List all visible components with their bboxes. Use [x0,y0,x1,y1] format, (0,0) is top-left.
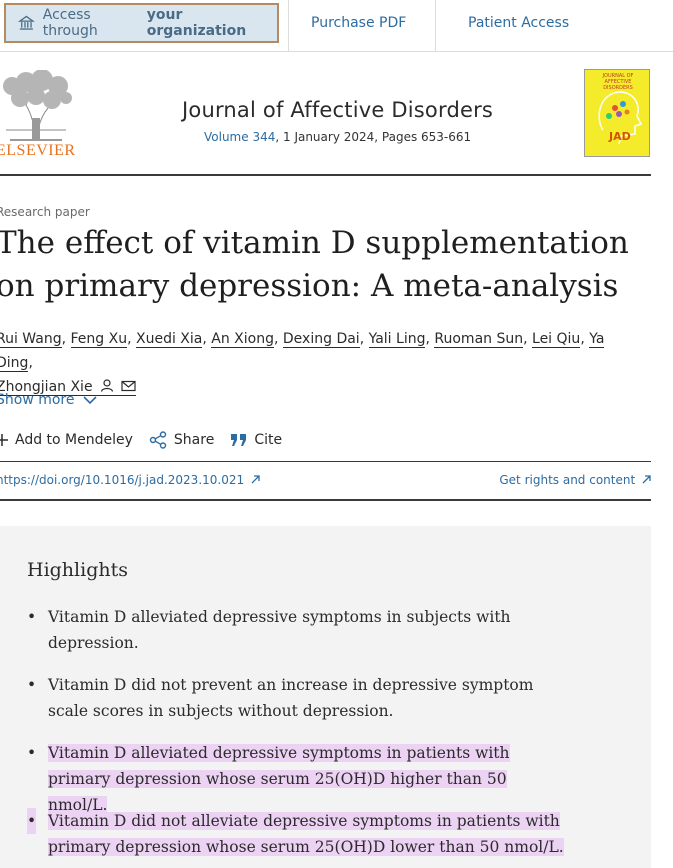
highlight-item: • Vitamin D did not alleviate depressive… [27,808,587,860]
journal-meta: Volume 344, 1 January 2024, Pages 653-66… [204,130,471,144]
cover-abbr: JAD [609,130,631,143]
share-button[interactable]: Share [149,431,214,449]
elsevier-logo[interactable]: ELSEVIER [0,69,76,160]
author-link[interactable]: An Xiong [211,331,274,348]
bullet: • [27,808,37,834]
volume-link[interactable]: Volume 344 [204,130,276,144]
rights-content-link[interactable]: Get rights and content [499,473,651,487]
author-link[interactable]: Lei Qiu [532,331,581,348]
quote-icon [231,434,247,446]
share-icon [149,431,167,449]
mendeley-label: Add to Mendeley [15,432,133,448]
external-link-icon [251,475,260,484]
author-link[interactable]: Feng Xu [70,331,128,348]
header-rule [0,174,651,176]
highlights-section: Highlights • Vitamin D alleviated depres… [0,526,651,868]
doi-bottom-rule [0,499,651,501]
top-bar: Access through your organization Purchas… [0,0,673,52]
issue-pages: , 1 January 2024, Pages 653-661 [275,130,472,144]
cover-head-icon [598,91,643,145]
author-name: Zhongjian Xie [0,379,93,395]
highlight-text: Vitamin D did not alleviate depressive s… [48,808,568,860]
purchase-pdf-link[interactable]: Purchase PDF [311,15,407,31]
cite-label: Cite [254,432,283,448]
divider [435,0,436,52]
article-type: Research paper [0,205,90,219]
author-list: Rui Wang, Feng Xu, Xuedi Xia, An Xiong, … [0,327,636,399]
highlight-item: • Vitamin D alleviated depressive sympto… [27,740,587,814]
access-prefix: Access through [42,7,98,39]
share-label: Share [173,432,215,448]
divider [288,0,289,52]
highlight-item: • Vitamin D alleviated depressive sympto… [27,604,587,656]
highlights-title: Highlights [27,559,128,581]
author-link[interactable]: Ruoman Sun [434,331,524,348]
article-title: The effect of vitamin D supplementation … [0,225,629,304]
rights-text: Get rights and content [499,473,636,487]
access-org-bold: your organization [146,7,247,39]
author-link[interactable]: Yali Ling [368,331,426,348]
highlight-item: • Vitamin D did not prevent an increase … [27,672,587,724]
access-organization-button[interactable]: Access through your organization [4,3,279,43]
patient-access-link[interactable]: Patient Access [468,15,570,31]
article-actions: Add to Mendeley Share Cite [0,431,298,449]
bullet: • [27,676,37,694]
add-to-mendeley-button[interactable]: Add to Mendeley [0,432,133,448]
highlight-text: Vitamin D alleviated depressive symptoms… [48,608,511,652]
corresponding-author-link[interactable]: Zhongjian Xie [0,379,137,396]
bullet: • [27,608,37,626]
journal-title[interactable]: Journal of Affective Disorders [182,98,494,122]
external-link-icon [642,475,651,484]
elsevier-tree-icon [3,69,72,141]
author-link[interactable]: Dexing Dai [282,331,360,348]
journal-cover-image[interactable]: JOURNAL OF AFFECTIVE DISORDERS JAD [584,69,650,157]
text-highlight-mark: Vitamin D alleviated depressive symptoms… [48,744,510,814]
doi-link[interactable]: https://doi.org/10.1016/j.jad.2023.10.02… [0,473,260,487]
publisher-name: ELSEVIER [0,142,76,159]
doi-top-rule [0,461,651,462]
author-link[interactable]: Ya Ding [0,331,605,372]
bullet: • [27,744,37,762]
author-link[interactable]: Rui Wang [0,331,62,348]
institution-icon [18,15,35,30]
cover-title: JOURNAL OF AFFECTIVE DISORDERS [602,73,634,91]
highlight-text: Vitamin D did not prevent an increase in… [48,676,534,720]
chevron-down-icon [82,395,97,404]
email-icon [121,380,137,392]
show-more-label: Show more [0,392,75,408]
author-link[interactable]: Xuedi Xia [136,331,203,348]
text-highlight-mark: Vitamin D did not alleviate depressive s… [48,812,564,856]
plus-icon [0,434,8,446]
cite-button[interactable]: Cite [230,432,282,448]
highlight-text: Vitamin D alleviated depressive symptoms… [48,740,568,818]
doi-text: https://doi.org/10.1016/j.jad.2023.10.02… [0,473,245,487]
person-icon [100,379,114,392]
show-more-button[interactable]: Show more [0,392,97,408]
